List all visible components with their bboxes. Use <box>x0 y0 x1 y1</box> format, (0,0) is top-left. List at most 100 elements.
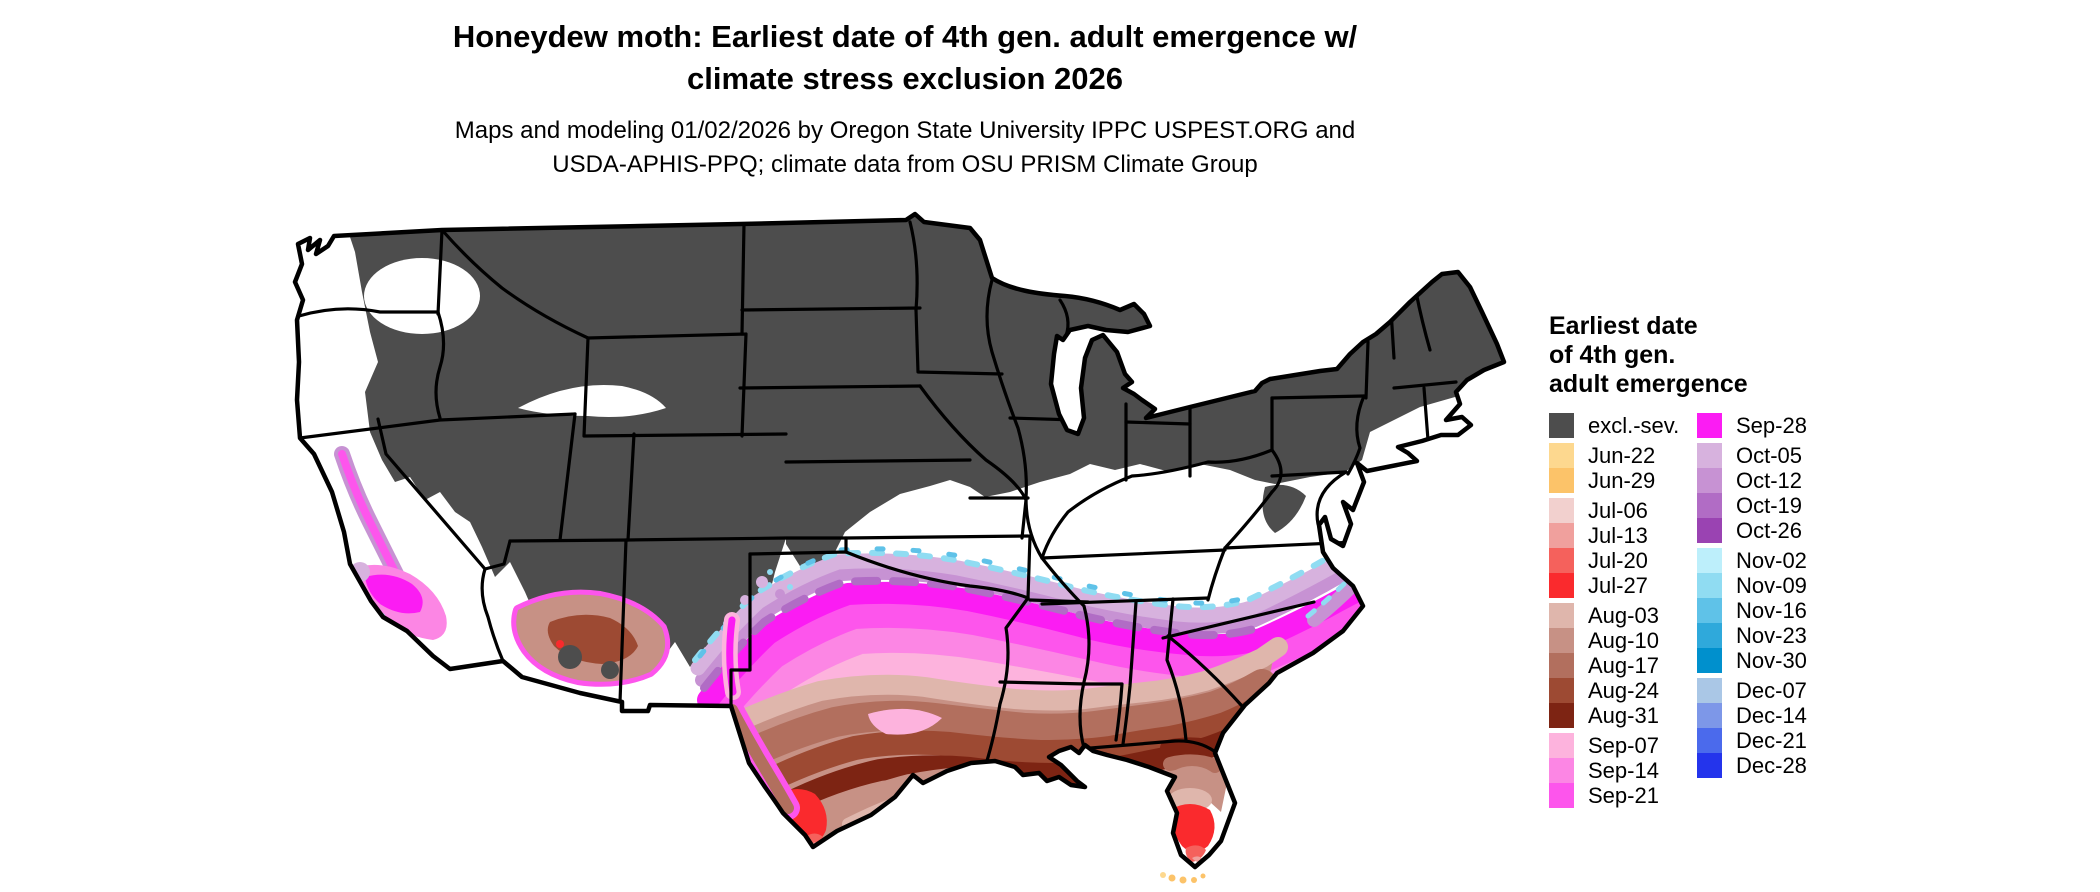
legend-row: excl.-sev. <box>1549 413 1697 438</box>
legend-swatch <box>1697 623 1722 648</box>
legend-label: Dec-21 <box>1736 728 1807 753</box>
legend-row: Nov-30 <box>1697 648 1845 673</box>
legend-swatch <box>1549 603 1574 628</box>
legend-row: Dec-14 <box>1697 703 1845 728</box>
map-speck-cyan <box>787 584 793 590</box>
legend-label: Aug-31 <box>1588 703 1659 728</box>
legend-row: Oct-05 <box>1697 443 1845 468</box>
legend-row: Aug-31 <box>1549 703 1697 728</box>
legend-label: Nov-16 <box>1736 598 1807 623</box>
legend-title: Earliest date of 4th gen. adult emergenc… <box>1549 312 1989 399</box>
legend-label: Jul-20 <box>1588 548 1648 573</box>
legend-row: Jun-29 <box>1549 468 1697 493</box>
legend-swatch <box>1549 548 1574 573</box>
legend-swatch <box>1549 523 1574 548</box>
page-subtitle-line1: Maps and modeling 01/02/2026 by Oregon S… <box>454 117 1356 144</box>
legend-label: Sep-07 <box>1588 733 1659 758</box>
map-band-wtex-aug17 <box>726 704 794 814</box>
map-region-socal-magenta <box>365 574 423 614</box>
map-region-excluded-appalachia <box>1262 484 1306 533</box>
page-subtitle-line2: USDA-APHIS-PPQ; climate data from OSU PR… <box>552 151 1258 178</box>
legend-row: Nov-16 <box>1697 598 1845 623</box>
legend-row: Oct-12 <box>1697 468 1845 493</box>
map-region-az-excluded <box>558 645 582 669</box>
legend-label: Jun-29 <box>1588 468 1656 493</box>
map-speck-oct05 <box>756 576 768 588</box>
legend-swatch <box>1697 518 1722 543</box>
legend-row: Dec-21 <box>1697 728 1845 753</box>
legend-row: Nov-23 <box>1697 623 1845 648</box>
legend-label: Dec-07 <box>1736 678 1807 703</box>
legend-label: Nov-23 <box>1736 623 1807 648</box>
legend-label: Nov-09 <box>1736 573 1807 598</box>
legend-row: Sep-28 <box>1697 413 1845 438</box>
legend-label: Aug-03 <box>1588 603 1659 628</box>
legend-row: Sep-21 <box>1549 783 1697 808</box>
legend-label: Aug-17 <box>1588 653 1659 678</box>
legend-column-left: excl.-sev. Jun-22 Jun-29 Jul-06 Jul-13 Jul-20… <box>1549 413 1697 808</box>
legend-row: Aug-17 <box>1549 653 1697 678</box>
us-map <box>270 192 1545 892</box>
map-band-nfl-aug31 <box>1160 737 1226 758</box>
map-band-aug17 <box>725 669 1277 773</box>
legend-swatch <box>1697 598 1722 623</box>
legend-swatch <box>1697 753 1722 778</box>
map-band-nfl-aug17 <box>1163 754 1222 773</box>
legend-row: Jul-20 <box>1549 548 1697 573</box>
legend-row: Jun-22 <box>1549 443 1697 468</box>
legend-swatch <box>1697 468 1722 493</box>
legend-row: Aug-03 <box>1549 603 1697 628</box>
legend-swatch <box>1697 493 1722 518</box>
page-title-line2: climate stress exclusion 2026 <box>687 61 1123 96</box>
legend-swatch <box>1549 758 1574 783</box>
legend-title-line2: of 4th gen. <box>1549 341 1676 369</box>
legend-swatch <box>1549 653 1574 678</box>
legend-row: Nov-09 <box>1697 573 1845 598</box>
legend-row: Nov-02 <box>1697 548 1845 573</box>
legend-label: Nov-02 <box>1736 548 1807 573</box>
legend-label: Aug-10 <box>1588 628 1659 653</box>
legend-label: Jul-27 <box>1588 573 1648 598</box>
map-speck-red <box>556 640 564 648</box>
legend-label: Dec-28 <box>1736 753 1807 778</box>
legend-row: Jul-13 <box>1549 523 1697 548</box>
legend-swatch <box>1697 678 1722 703</box>
page-subtitle: Maps and modeling 01/02/2026 by Oregon S… <box>455 114 1355 182</box>
legend-swatch <box>1549 413 1574 438</box>
legend-label: Oct-12 <box>1736 468 1803 493</box>
legend-swatch <box>1697 648 1722 673</box>
map-band-aug03 <box>710 637 1288 740</box>
page-title: Honeydew moth: Earliest date of 4th gen.… <box>453 16 1357 100</box>
legend-row: Oct-19 <box>1697 493 1845 518</box>
legend-swatch <box>1697 443 1722 468</box>
legend-label: Oct-26 <box>1736 518 1803 543</box>
legend-row: Dec-07 <box>1697 678 1845 703</box>
legend-swatch <box>1697 573 1722 598</box>
legend-swatch <box>1549 573 1574 598</box>
map-region-az-excluded <box>601 661 619 679</box>
legend-label: Sep-21 <box>1588 783 1659 808</box>
legend-label: Jul-13 <box>1588 523 1648 548</box>
state-borders <box>297 220 1458 780</box>
legend-swatch <box>1549 783 1574 808</box>
map-band-sep28 <box>697 572 1385 711</box>
legend-swatch <box>1697 728 1722 753</box>
map-band-sep21 <box>701 593 1389 735</box>
legend-row: Jul-06 <box>1549 498 1697 523</box>
legend-swatch <box>1549 443 1574 468</box>
legend-label: Oct-19 <box>1736 493 1803 518</box>
legend-swatch <box>1697 548 1722 573</box>
map-speck-oct12 <box>775 589 785 599</box>
legend-row: Oct-26 <box>1697 518 1845 543</box>
legend-swatch <box>1549 628 1574 653</box>
map-speck-cyan <box>767 569 773 575</box>
legend-row: Dec-28 <box>1697 753 1845 778</box>
legend-row: Jul-27 <box>1549 573 1697 598</box>
legend-title-line3: adult emergence <box>1549 370 1748 398</box>
legend-label: Jun-22 <box>1588 443 1656 468</box>
legend-swatch <box>1697 703 1722 728</box>
legend-swatch <box>1549 678 1574 703</box>
map-speck-oct05 <box>740 595 750 605</box>
legend-row: Sep-07 <box>1549 733 1697 758</box>
